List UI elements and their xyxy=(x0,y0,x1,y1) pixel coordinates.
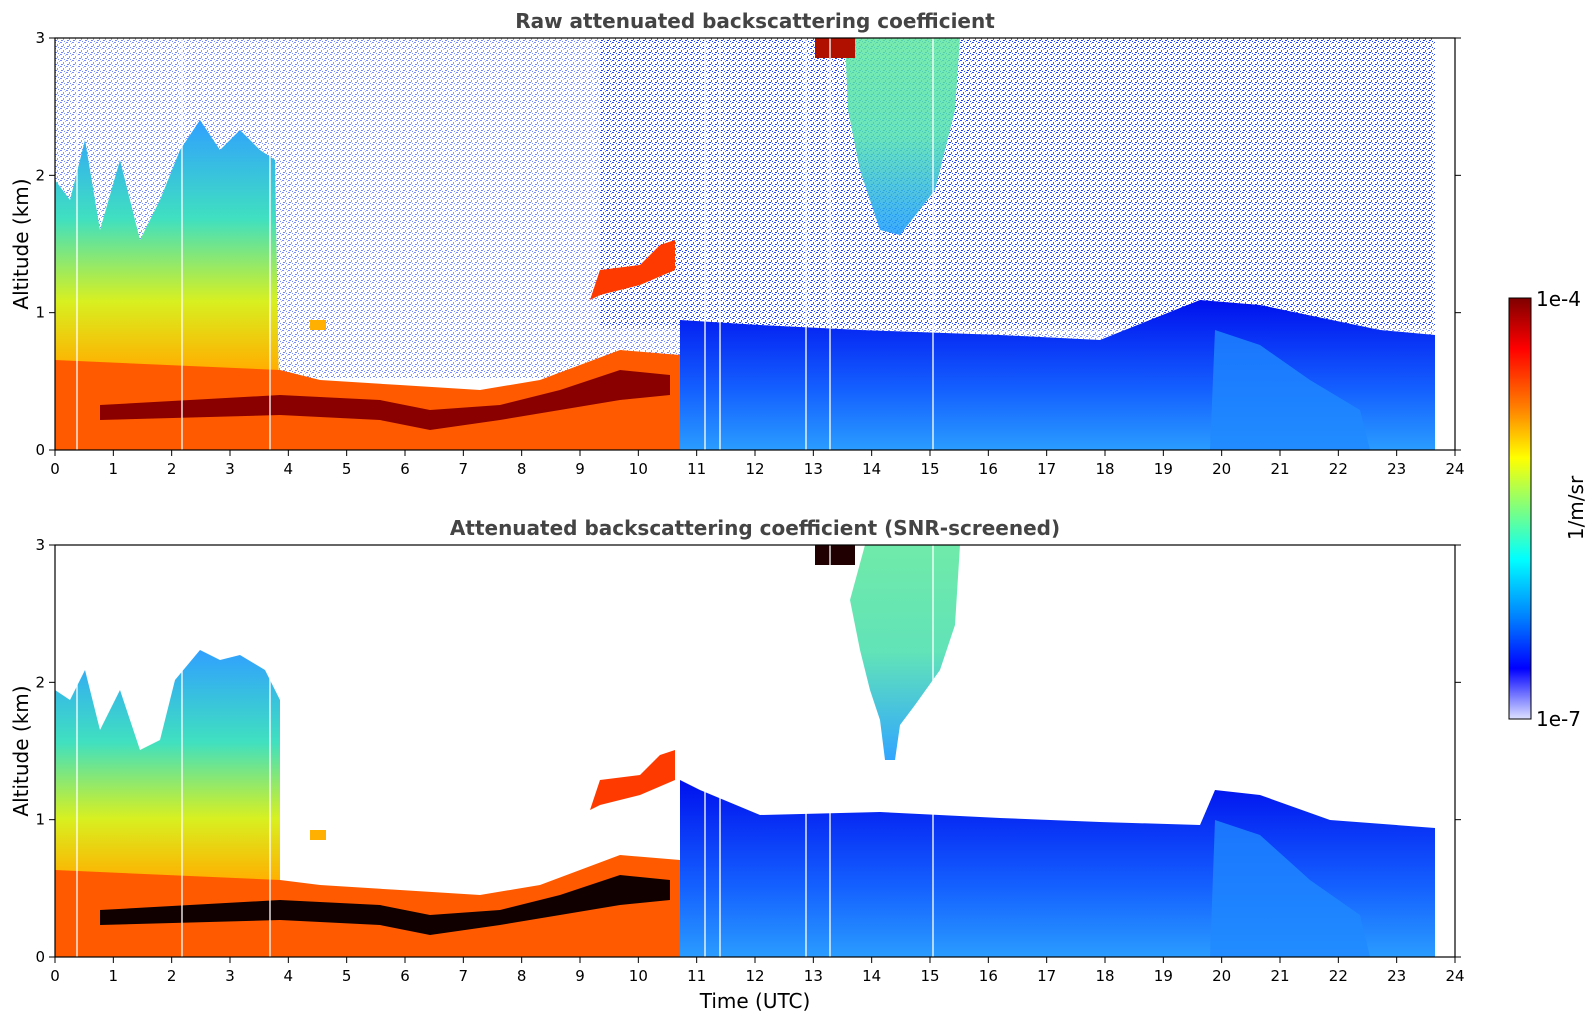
bl-plumes xyxy=(1210,820,1370,957)
y-tick-label: 0 xyxy=(35,948,45,966)
y-tick-label: 2 xyxy=(35,673,45,691)
colorbar-unit-label: 1/m/sr xyxy=(1564,475,1588,540)
panel1-plot-area xyxy=(55,38,1455,450)
x-tick-label: 9 xyxy=(575,967,585,985)
x-tick-label: 22 xyxy=(1329,967,1348,985)
noise-region-upper-right xyxy=(600,38,1435,328)
x-tick-label: 8 xyxy=(517,460,527,478)
x-tick-label: 13 xyxy=(804,967,823,985)
x-tick-label: 1 xyxy=(109,967,119,985)
x-tick-label: 14 xyxy=(862,967,881,985)
panel1-title: Raw attenuated backscattering coefficien… xyxy=(515,9,995,33)
x-tick-label: 2 xyxy=(167,460,177,478)
x-tick-label: 12 xyxy=(745,460,764,478)
x-tick-label: 6 xyxy=(400,460,410,478)
y-tick-label: 0 xyxy=(35,441,45,459)
x-tick-label: 3 xyxy=(225,460,235,478)
x-tick-label: 0 xyxy=(50,460,60,478)
y-tick-label: 1 xyxy=(35,304,45,322)
small-aerosol-blob xyxy=(310,320,326,330)
y-tick-label: 1 xyxy=(35,811,45,829)
x-tick-label: 23 xyxy=(1387,967,1406,985)
x-tick-label: 18 xyxy=(1095,460,1114,478)
colorbar-min-label: 1e-7 xyxy=(1536,707,1581,731)
y-tick-label: 2 xyxy=(35,166,45,184)
high-cloud-top xyxy=(815,38,855,58)
x-tick-label: 5 xyxy=(342,967,352,985)
high-cloud-top xyxy=(815,545,855,565)
x-tick-label: 18 xyxy=(1095,967,1114,985)
x-tick-label: 14 xyxy=(862,460,881,478)
x-tick-label: 10 xyxy=(629,460,648,478)
panel1-ylabel: Altitude (km) xyxy=(9,178,33,309)
x-tick-label: 4 xyxy=(284,967,294,985)
x-tick-label: 11 xyxy=(687,967,706,985)
y-tick-label: 3 xyxy=(35,536,45,554)
x-tick-label: 2 xyxy=(167,967,177,985)
panel1-y-ticks: 0 1 2 3 xyxy=(35,29,1461,459)
x-tick-label: 20 xyxy=(1212,967,1231,985)
x-tick-label: 5 xyxy=(342,460,352,478)
x-tick-label: 19 xyxy=(1154,460,1173,478)
x-tick-label: 13 xyxy=(804,460,823,478)
aerosol-layer-core xyxy=(100,370,670,430)
panel2-x-ticks: 0 1 2 3 4 5 6 7 8 9 10 11 12 13 14 15 16 17 18 19 20 21 22 23 24 xyxy=(50,957,1465,985)
x-tick-label: 19 xyxy=(1154,967,1173,985)
x-tick-label: 17 xyxy=(1037,460,1056,478)
x-tick-label: 15 xyxy=(920,967,939,985)
colorbar-gradient xyxy=(1508,297,1532,720)
x-tick-label: 22 xyxy=(1329,460,1348,478)
panel1-x-ticks: 0 1 2 3 4 5 6 7 8 9 10 11 12 13 14 15 16 17 18 19 20 21 22 23 24 xyxy=(50,450,1465,478)
x-tick-label: 24 xyxy=(1445,460,1464,478)
aerosol-layer-core xyxy=(100,875,670,935)
x-tick-label: 7 xyxy=(459,460,469,478)
panel2-title: Attenuated backscattering coefficient (S… xyxy=(450,516,1060,540)
x-tick-label: 16 xyxy=(979,460,998,478)
x-tick-label: 24 xyxy=(1445,967,1464,985)
data-gaps xyxy=(76,545,934,957)
x-tick-label: 21 xyxy=(1270,460,1289,478)
x-tick-label: 10 xyxy=(629,967,648,985)
snr-screened-panel: Attenuated backscattering coefficient (S… xyxy=(9,516,1465,1013)
x-tick-label: 4 xyxy=(284,460,294,478)
panel2-plot-area xyxy=(55,545,1455,957)
x-tick-label: 20 xyxy=(1212,460,1231,478)
x-tick-label: 7 xyxy=(459,967,469,985)
weak-bl-plumes xyxy=(1210,330,1370,450)
data-gaps xyxy=(76,38,934,450)
x-tick-label: 8 xyxy=(517,967,527,985)
y-tick-label: 3 xyxy=(35,29,45,47)
x-tick-label: 6 xyxy=(400,967,410,985)
x-tick-label: 0 xyxy=(50,967,60,985)
x-tick-label: 17 xyxy=(1037,967,1056,985)
panel2-ylabel: Altitude (km) xyxy=(9,685,33,816)
elevated-layer xyxy=(590,750,675,810)
panel2-xlabel: Time (UTC) xyxy=(699,989,811,1013)
x-tick-label: 3 xyxy=(225,967,235,985)
x-tick-label: 16 xyxy=(979,967,998,985)
x-tick-label: 12 xyxy=(745,967,764,985)
x-tick-label: 15 xyxy=(920,460,939,478)
colorbar-max-label: 1e-4 xyxy=(1536,287,1581,311)
x-tick-label: 11 xyxy=(687,460,706,478)
x-tick-label: 1 xyxy=(109,460,119,478)
x-tick-label: 9 xyxy=(575,460,585,478)
small-aerosol-blob xyxy=(310,830,326,840)
x-tick-label: 21 xyxy=(1270,967,1289,985)
colorbar: 1e-4 1e-7 1/m/sr xyxy=(1508,287,1588,731)
elevated-layer xyxy=(590,240,675,300)
raw-backscatter-panel: Raw attenuated backscattering coefficien… xyxy=(9,9,1465,478)
x-tick-label: 23 xyxy=(1387,460,1406,478)
panel2-y-ticks: 0 1 2 3 xyxy=(35,536,1461,966)
high-cloud xyxy=(845,38,960,235)
